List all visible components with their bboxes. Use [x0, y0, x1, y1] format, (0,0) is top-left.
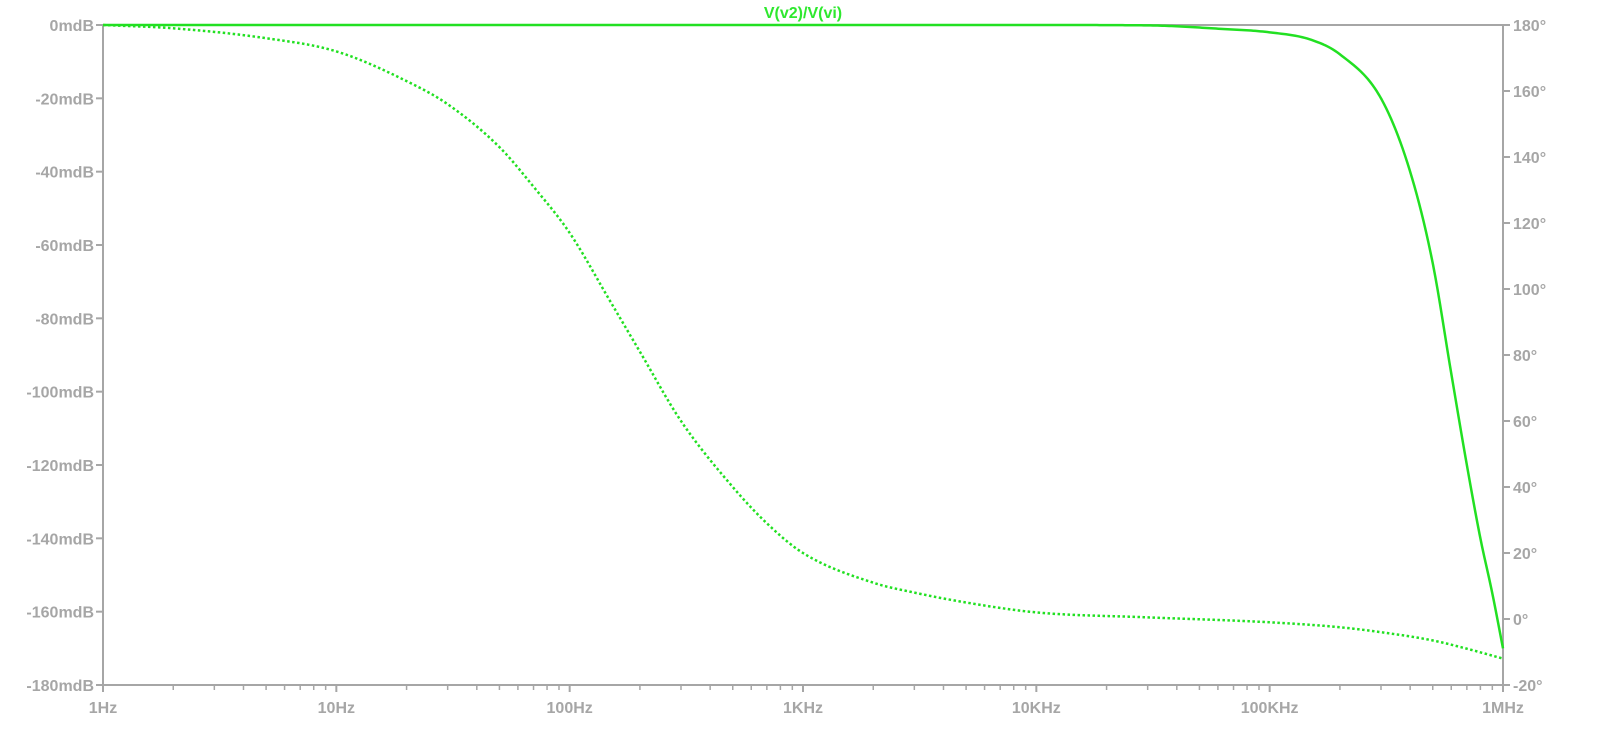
- y-left-tick-label: -140mdB: [26, 531, 94, 548]
- x-tick-label: 10KHz: [1012, 700, 1061, 717]
- y-right-tick-label: 120°: [1513, 216, 1546, 233]
- phase-line: [102, 23, 1504, 660]
- y-left-tick-label: -40mdB: [35, 165, 94, 182]
- x-tick-label: 1MHz: [1482, 700, 1524, 717]
- y-right-tick-label: 160°: [1513, 84, 1546, 101]
- x-tick-label: 100KHz: [1241, 700, 1299, 717]
- x-tick-label: 100Hz: [547, 700, 593, 717]
- y-right-tick-label: 20°: [1513, 546, 1537, 563]
- y-right-tick-label: 40°: [1513, 480, 1537, 497]
- left-y-axis: 0mdB -20mdB -40mdB -60mdB -80mdB -100mdB -120m…: [26, 18, 103, 695]
- y-right-tick-label: 60°: [1513, 414, 1537, 431]
- y-left-tick-label: -80mdB: [35, 311, 94, 328]
- y-left-tick-label: -160mdB: [26, 605, 94, 622]
- x-tick-label: 1Hz: [89, 700, 117, 717]
- y-left-tick-label: 0mdB: [50, 18, 94, 35]
- y-right-tick-label: 0°: [1513, 612, 1528, 629]
- y-right-tick-label: 180°: [1513, 18, 1546, 35]
- y-left-tick-label: -120mdB: [26, 458, 94, 475]
- y-right-tick-label: -20°: [1513, 678, 1543, 695]
- y-right-tick-label: 80°: [1513, 348, 1537, 365]
- x-axis: 1Hz 10Hz 100Hz 1KHz 10KHz 100KHz 1MHz: [89, 685, 1524, 717]
- y-left-tick-label: -180mdB: [26, 678, 94, 695]
- y-left-tick-label: -100mdB: [26, 385, 94, 402]
- y-left-tick-label: -60mdB: [35, 238, 94, 255]
- x-tick-label: 1KHz: [783, 700, 823, 717]
- x-tick-label: 10Hz: [318, 700, 355, 717]
- chart-title: V(v2)/V(vi): [764, 5, 842, 22]
- plot-frame: [102, 24, 1504, 686]
- right-y-axis: 180° 160° 140° 120° 100° 80° 60° 40° 20° 0° -20°: [1503, 18, 1546, 695]
- y-right-tick-label: 140°: [1513, 150, 1546, 167]
- y-left-tick-label: -20mdB: [35, 91, 94, 108]
- plot-border: [102, 24, 1504, 686]
- y-right-tick-label: 100°: [1513, 282, 1546, 299]
- series-group: [102, 23, 1505, 660]
- magnitude-line: [103, 23, 1505, 649]
